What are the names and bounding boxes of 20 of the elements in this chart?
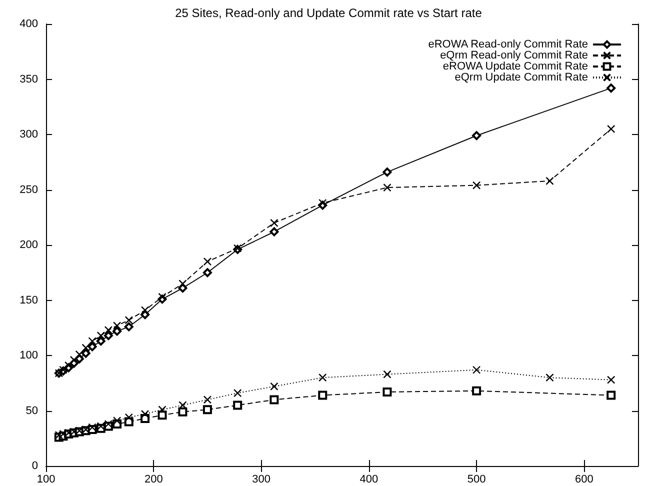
y-tick-label: 350 xyxy=(20,73,38,86)
y-tick-label: 100 xyxy=(20,350,38,362)
x-tick-label: 500 xyxy=(467,474,486,486)
y-tick-label: 400 xyxy=(20,18,38,30)
chart-title: 25 Sites, Read-only and Update Commit rate vs Start rate xyxy=(175,6,482,20)
x-tick-label: 100 xyxy=(36,474,56,486)
legend-label: eROWA Read-only Commit Rate xyxy=(428,38,588,50)
y-tick-label: 200 xyxy=(20,239,38,251)
legend-label: eQrm Read-only Commit Rate xyxy=(440,50,588,62)
legend-label: eQrm Update Commit Rate xyxy=(454,72,588,84)
legend-label: eROWA Update Commit Rate xyxy=(442,60,588,72)
x-tick-label: 600 xyxy=(575,474,594,486)
y-tick-label: 50 xyxy=(26,404,38,417)
x-tick-label: 200 xyxy=(144,474,163,486)
y-tick-label: 250 xyxy=(20,184,38,196)
x-tick-label: 300 xyxy=(252,474,270,486)
y-tick-label: 150 xyxy=(20,294,38,306)
y-tick-label: 300 xyxy=(20,128,38,140)
y-tick-label: 0 xyxy=(32,460,38,472)
x-tick-label: 400 xyxy=(360,474,378,486)
